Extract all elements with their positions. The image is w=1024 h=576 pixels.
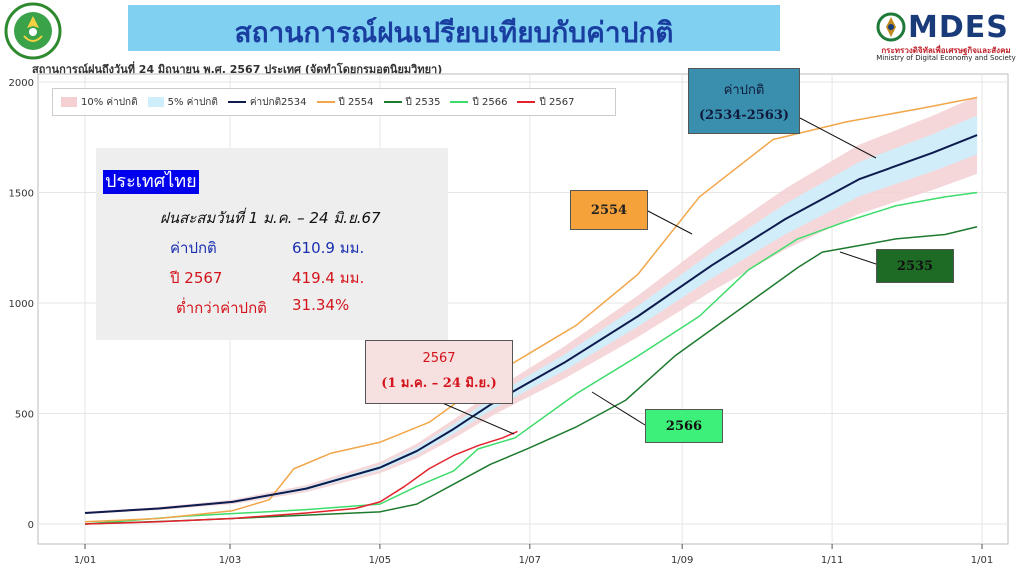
band-10pct (85, 96, 978, 515)
legend-item: ปี 2554 (316, 95, 374, 110)
normal-label: ค่าปกติ (170, 239, 217, 257)
series-line-4 (84, 430, 518, 525)
y-tick-label: 0 (28, 520, 34, 531)
legend-swatch (517, 101, 536, 103)
series-line-3 (84, 191, 978, 525)
x-tick-label: 1/11 (821, 555, 843, 566)
callout-2566: 2566 (645, 409, 723, 443)
callout-2567-line2: (1 ม.ค. – 24 มิ.ย.) (381, 376, 497, 391)
legend-item: 5% ค่าปกติ (147, 95, 218, 110)
y-tick-label: 2000 (9, 78, 34, 89)
callout-leader-line (439, 401, 515, 435)
mdes-logo-text: MDES (908, 10, 1009, 45)
legend-item: ปี 2535 (383, 95, 441, 110)
legend-item: 10% ค่าปกติ (61, 95, 138, 110)
legend-label: 10% ค่าปกติ (81, 96, 138, 108)
legend-swatch (147, 97, 164, 107)
series-line-2 (84, 226, 978, 525)
x-tick-label: 1/03 (219, 555, 241, 566)
legend-swatch (316, 101, 335, 103)
x-tick-label: 1/07 (519, 555, 541, 566)
below-normal-label: ต่ำกว่าค่าปกติ (176, 299, 267, 317)
legend-item: ค่าปกติ2534 (227, 95, 307, 110)
callout-leader-line (799, 117, 877, 159)
legend-label: ค่าปกติ2534 (249, 96, 307, 108)
legend-swatch (383, 101, 402, 103)
legend-swatch (450, 101, 469, 103)
callout-leader-line (839, 251, 877, 265)
legend-label: 5% ค่าปกติ (167, 96, 218, 108)
x-tick-label: 1/01 (74, 555, 96, 566)
callout-leader-line (591, 391, 646, 426)
callout-2554: 2554 (570, 190, 648, 230)
summary-heading: ประเทศไทย (103, 170, 199, 194)
callout-normal: ค่าปกติ (2534-2563) (688, 68, 800, 134)
legend-item: ปี 2566 (450, 95, 507, 110)
x-tick-label: 1/09 (671, 555, 693, 566)
band-5pct (85, 115, 978, 514)
mdes-ministry-english: Ministry of Digital Economy and Society (876, 54, 1016, 62)
legend-label: ปี 2554 (338, 96, 374, 108)
legend-swatch (61, 97, 77, 107)
chart-subtitle: สถานการณ์ฝนถึงวันที่ 24 มิถุนายน พ.ศ. 25… (32, 63, 443, 76)
y-tick-label: 500 (15, 410, 34, 421)
year-label: ปี 2567 (170, 269, 223, 287)
normal-value: 610.9 มม. (292, 239, 365, 257)
page-title: สถานการณ์ฝนเปรียบเทียบกับค่าปกติ (234, 16, 674, 49)
mdes-emblem-icon (876, 12, 906, 42)
summary-box: ประเทศไทย ฝนสะสมวันที่ 1 ม.ค. – 24 มิ.ย.… (96, 148, 448, 340)
x-tick-label: 1/05 (369, 555, 391, 566)
title-banner: สถานการณ์ฝนเปรียบเทียบกับค่าปกติ (128, 5, 780, 51)
callout-normal-line1: ค่าปกติ (723, 83, 765, 98)
mdes-ministry-thai: กระทรวงดิจิทัลเพื่อเศรษฐกิจและสังคม (881, 46, 1011, 55)
callout-2567: 2567 (1 ม.ค. – 24 มิ.ย.) (365, 340, 513, 404)
legend-label: ปี 2566 (472, 96, 508, 108)
callout-leader-line (645, 209, 693, 235)
below-normal-value: 31.34% (292, 296, 350, 314)
summary-period: ฝนสะสมวันที่ 1 ม.ค. – 24 มิ.ย.67 (160, 209, 381, 227)
legend-item: ปี 2567 (517, 95, 574, 110)
legend-swatch (227, 101, 246, 103)
y-tick-label: 1500 (9, 189, 34, 200)
year-value: 419.4 มม. (292, 269, 365, 287)
callout-2535: 2535 (876, 249, 954, 283)
legend-label: ปี 2535 (405, 96, 441, 108)
legend-label: ปี 2567 (539, 96, 575, 108)
mdes-logo: MDES กระทรวงดิจิทัลเพื่อเศรษฐกิจและสังคม… (874, 8, 1018, 64)
x-tick-label: 1/01 (971, 555, 993, 566)
tmd-logo-icon (4, 2, 62, 60)
callout-2567-line1: 2567 (422, 351, 456, 366)
y-tick-label: 1000 (9, 299, 34, 310)
callout-normal-line2: (2534-2563) (698, 108, 790, 123)
chart-legend: 10% ค่าปกติ 5% ค่าปกติ ค่าปกติ2534 ปี 25… (52, 88, 616, 116)
